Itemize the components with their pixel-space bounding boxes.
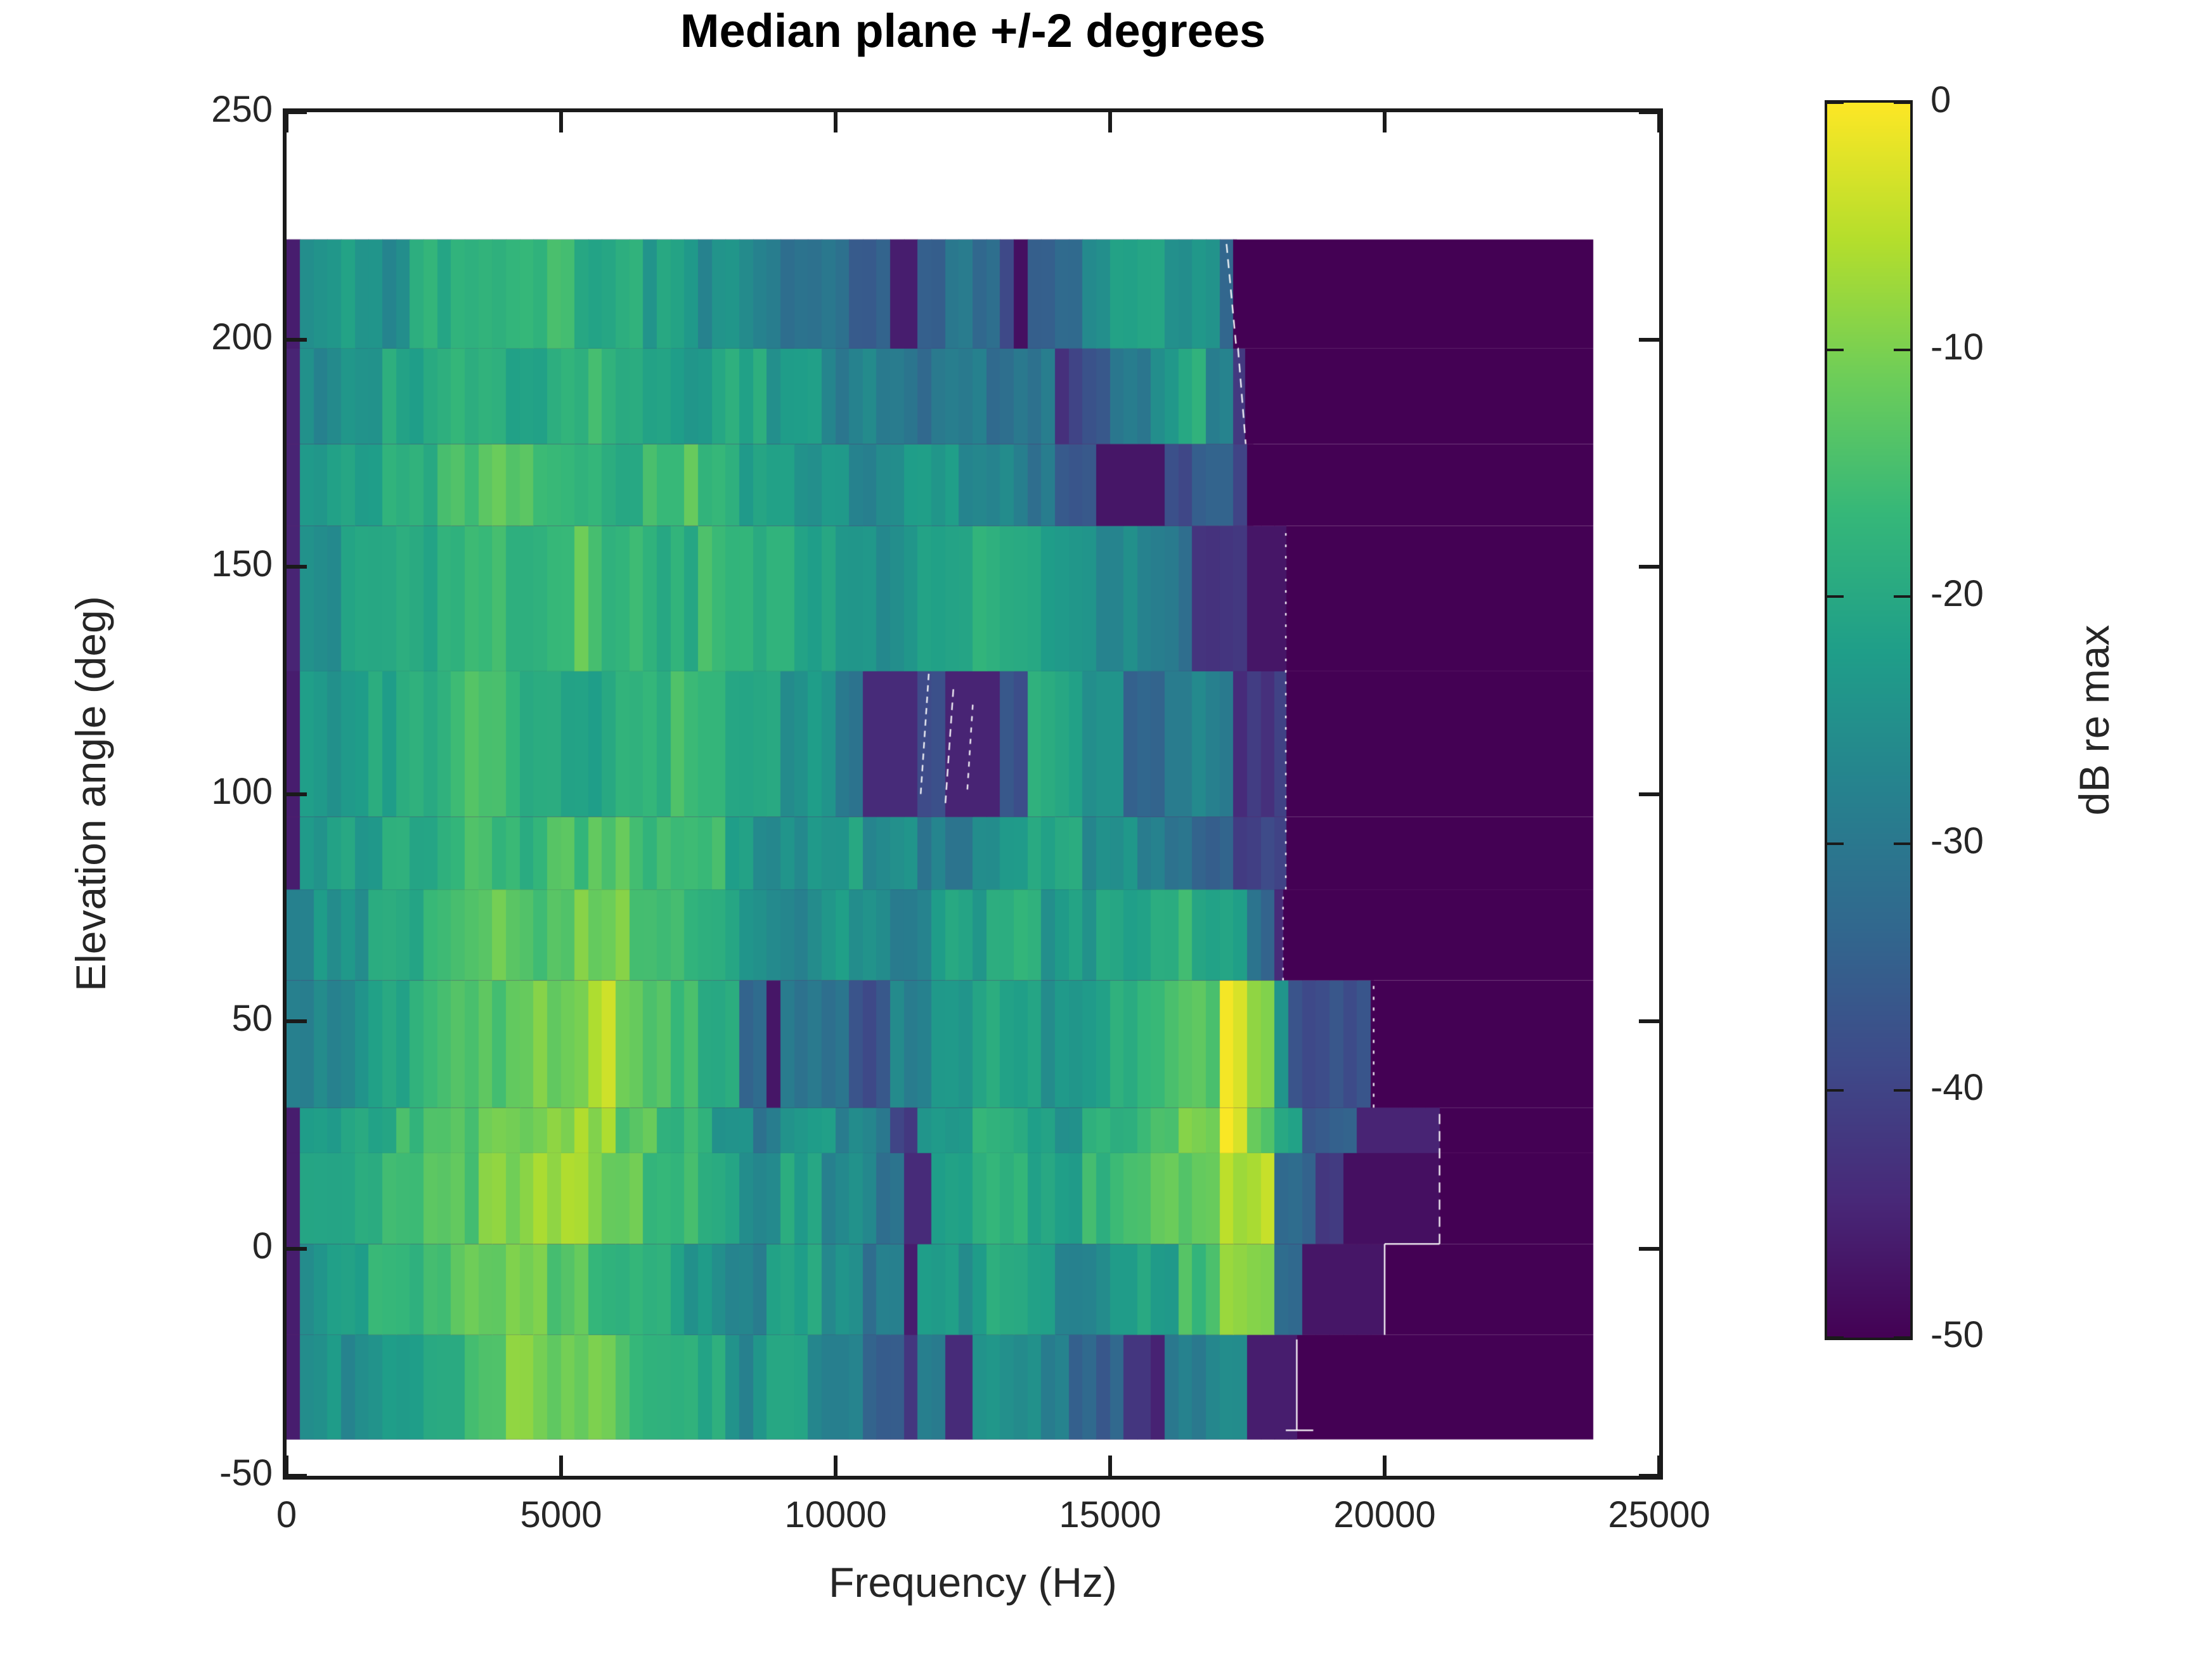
y-tick-mark [287, 110, 307, 114]
y-tick-mark [287, 337, 307, 342]
x-axis-label: Frequency (Hz) [829, 1559, 1117, 1606]
colorbar-gradient [1827, 103, 1910, 1338]
colorbar-label: dB re max [2071, 624, 2118, 816]
x-tick-mark [559, 1456, 563, 1476]
colorbar-tick-label: -10 [1931, 326, 1984, 368]
colorbar-tick-mark-right [1894, 101, 1910, 104]
y-tick-label: 100 [211, 770, 273, 812]
x-tick-label: 15000 [1059, 1494, 1161, 1535]
y-tick-mark-right [1639, 565, 1659, 569]
heatmap-canvas [287, 112, 1659, 1476]
x-tick-mark [1383, 1456, 1387, 1476]
y-tick-label: 0 [252, 1225, 273, 1267]
x-tick-mark-top [834, 112, 838, 132]
x-tick-mark-top [1383, 112, 1387, 132]
x-tick-label: 0 [276, 1494, 297, 1535]
y-tick-mark [287, 1474, 307, 1478]
x-tick-mark-top [559, 112, 563, 132]
y-tick-mark [287, 1246, 307, 1251]
colorbar-tick-mark-right [1894, 348, 1910, 351]
y-tick-mark-right [1639, 1474, 1659, 1478]
x-tick-mark [285, 1456, 288, 1476]
colorbar-tick-label: -20 [1931, 573, 1984, 615]
y-tick-mark [287, 792, 307, 796]
x-tick-mark-top [285, 112, 288, 132]
plot-area [283, 108, 1663, 1480]
x-tick-mark-top [1108, 112, 1112, 132]
y-tick-mark [287, 1019, 307, 1023]
x-tick-mark-top [1657, 112, 1661, 132]
x-tick-label: 10000 [784, 1494, 887, 1535]
colorbar-tick-mark [1827, 1089, 1844, 1092]
x-tick-label: 20000 [1333, 1494, 1436, 1535]
x-tick-label: 5000 [520, 1494, 602, 1535]
y-tick-label: -50 [219, 1452, 273, 1494]
colorbar-tick-mark-right [1894, 1089, 1910, 1092]
y-tick-mark [287, 565, 307, 569]
y-tick-label: 150 [211, 543, 273, 584]
colorbar-tick-mark-right [1894, 595, 1910, 598]
y-tick-mark-right [1639, 792, 1659, 796]
colorbar-tick-mark [1827, 348, 1844, 351]
y-tick-mark-right [1639, 110, 1659, 114]
chart-title: Median plane +/-2 degrees [680, 4, 1266, 57]
colorbar-tick-mark [1827, 595, 1844, 598]
colorbar-tick-mark-right [1894, 842, 1910, 845]
colorbar-tick-mark-right [1894, 1336, 1910, 1339]
colorbar-tick-label: -40 [1931, 1067, 1984, 1109]
y-tick-label: 250 [211, 89, 273, 130]
colorbar-tick-label: 0 [1931, 79, 1951, 120]
colorbar-tick-label: -30 [1931, 820, 1984, 862]
y-tick-label: 200 [211, 316, 273, 358]
y-tick-mark-right [1639, 1246, 1659, 1251]
colorbar [1825, 100, 1913, 1340]
y-tick-mark-right [1639, 337, 1659, 342]
x-tick-mark [834, 1456, 838, 1476]
x-tick-mark [1657, 1456, 1661, 1476]
colorbar-tick-label: -50 [1931, 1314, 1984, 1355]
colorbar-tick-mark [1827, 1336, 1844, 1339]
x-tick-label: 25000 [1608, 1494, 1711, 1535]
y-tick-mark-right [1639, 1019, 1659, 1023]
colorbar-tick-mark [1827, 101, 1844, 104]
y-tick-label: 50 [231, 998, 273, 1039]
colorbar-tick-mark [1827, 842, 1844, 845]
x-tick-mark [1108, 1456, 1112, 1476]
